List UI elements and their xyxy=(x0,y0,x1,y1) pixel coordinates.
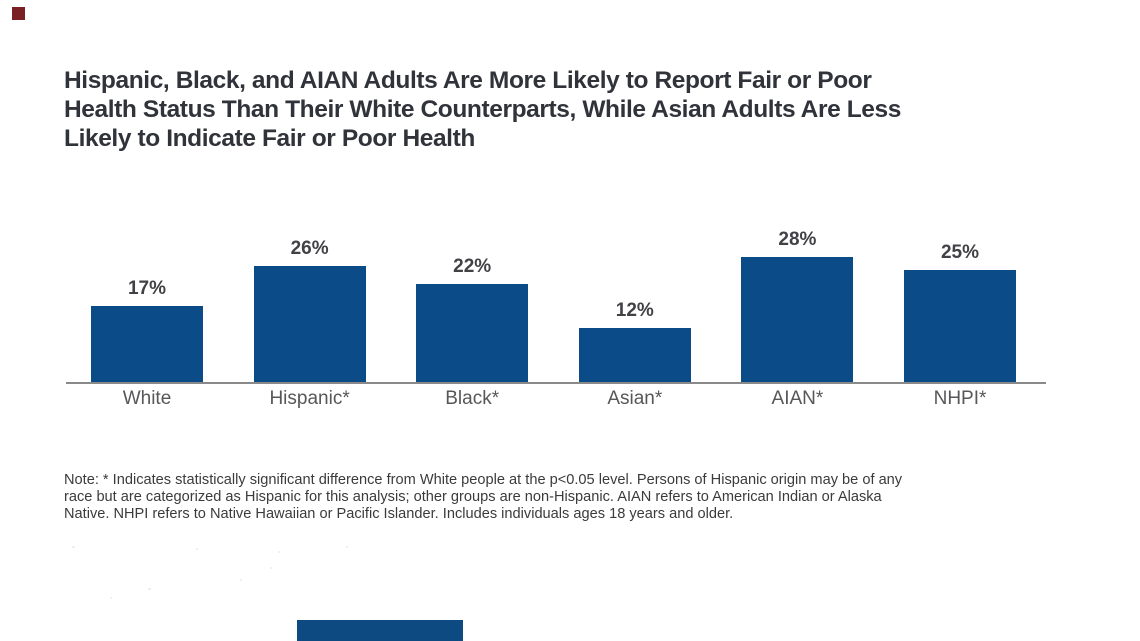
ghost-mark xyxy=(148,588,151,590)
ghost-mark xyxy=(278,551,280,553)
chart-title-line-3: Likely to Indicate Fair or Poor Health xyxy=(64,125,475,152)
category-label: NHPI* xyxy=(933,388,987,409)
bar-value-label: 28% xyxy=(778,229,817,250)
bar-value-label: 22% xyxy=(453,256,492,277)
top-left-square-mark xyxy=(12,7,25,20)
bar-asian xyxy=(578,328,691,382)
bar-value-label: 25% xyxy=(940,242,980,263)
bottom-blue-fragment xyxy=(297,620,463,641)
chart-title-line-2: Health Status Than Their White Counterpa… xyxy=(64,96,901,123)
bar-black xyxy=(416,284,529,382)
bar-nhpi xyxy=(904,270,1016,382)
ghost-mark xyxy=(270,567,272,569)
category-label: White xyxy=(122,388,172,409)
bar-value-label: 26% xyxy=(290,238,329,259)
bar-aian xyxy=(741,257,854,382)
ghost-mark xyxy=(240,579,242,581)
footnote-line-1: Note: * Indicates statistically signific… xyxy=(64,472,903,488)
footnote-line-3: Native. NHPI refers to Native Hawaiian o… xyxy=(64,506,734,523)
ghost-mark xyxy=(196,548,198,550)
bar-value-label: 17% xyxy=(127,278,167,299)
category-label: Asian* xyxy=(607,388,663,409)
category-label: Black* xyxy=(445,388,500,409)
bar-value-label: 12% xyxy=(615,300,654,321)
chart-title: Hispanic, Black, and AIAN Adults Are Mor… xyxy=(64,66,1074,153)
footnote-line-2: race but are categorized as Hispanic for… xyxy=(64,489,882,506)
bar-hispanic xyxy=(253,266,366,382)
ghost-mark xyxy=(110,597,112,599)
chart-title-line-1: Hispanic, Black, and AIAN Adults Are Mor… xyxy=(64,67,872,94)
x-axis-line xyxy=(66,382,1046,384)
ghost-mark xyxy=(72,546,75,548)
bar-white xyxy=(91,306,203,382)
footnote: Note: * Indicates statistically signific… xyxy=(64,472,902,524)
category-label: AIAN* xyxy=(771,388,824,409)
ghost-mark xyxy=(346,546,348,548)
category-label: Hispanic* xyxy=(269,388,350,409)
